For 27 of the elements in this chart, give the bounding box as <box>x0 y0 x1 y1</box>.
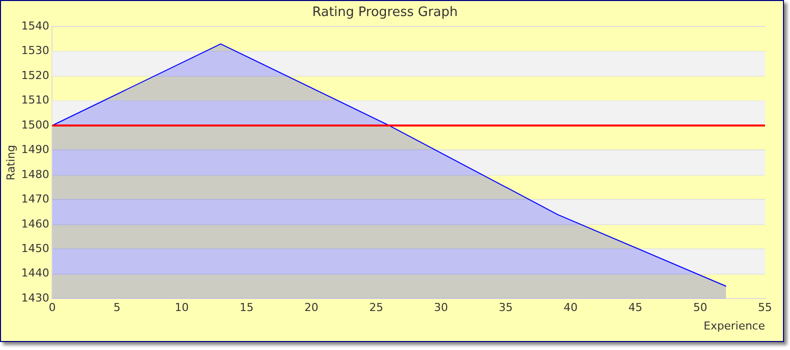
x-tick-label: 35 <box>498 301 513 314</box>
y-tick-label: 1430 <box>21 291 50 304</box>
x-tick-label: 25 <box>369 301 384 314</box>
x-tick-label: 50 <box>693 301 708 314</box>
y-tick-label: 1520 <box>21 68 50 82</box>
y-tick-label: 1480 <box>21 168 50 181</box>
x-tick-label: 5 <box>113 301 120 314</box>
y-tick-label: 1540 <box>21 19 50 32</box>
x-tick-label: 20 <box>304 301 318 314</box>
x-axis-title: Experience <box>704 319 766 332</box>
y-tick-label: 1470 <box>21 192 50 206</box>
y-tick-label: 1510 <box>21 94 50 107</box>
x-tick-label: 45 <box>628 301 642 314</box>
x-tick-label: 40 <box>564 301 578 314</box>
x-tick-label: 55 <box>758 301 772 314</box>
y-tick-label: 1530 <box>21 44 50 58</box>
y-tick-label: 1490 <box>21 143 50 156</box>
y-tick-label: 1500 <box>21 118 50 132</box>
x-tick-label: 30 <box>434 301 448 314</box>
x-tick-label: 15 <box>240 301 254 314</box>
y-tick-label: 1450 <box>21 242 50 256</box>
y-axis-title: Rating <box>4 144 18 180</box>
chart-title: Rating Progress Graph <box>312 5 458 20</box>
x-tick-label: 0 <box>48 301 56 314</box>
x-tick-label: 10 <box>174 301 189 314</box>
y-tick-label: 1440 <box>21 266 50 280</box>
y-tick-label: 1460 <box>21 217 50 230</box>
